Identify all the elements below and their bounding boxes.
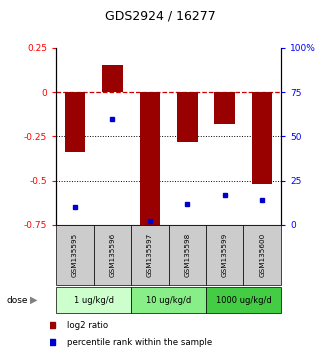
Text: GSM135597: GSM135597 bbox=[147, 233, 153, 277]
Bar bbox=[131, 287, 206, 313]
Bar bbox=[206, 287, 281, 313]
Bar bbox=[56, 225, 94, 285]
Text: GSM135599: GSM135599 bbox=[222, 233, 228, 277]
Bar bbox=[243, 225, 281, 285]
Bar bbox=[94, 225, 131, 285]
Text: GSM135596: GSM135596 bbox=[109, 233, 115, 277]
Text: percentile rank within the sample: percentile rank within the sample bbox=[67, 338, 212, 347]
Text: GSM135595: GSM135595 bbox=[72, 233, 78, 277]
Bar bbox=[131, 225, 169, 285]
Bar bbox=[169, 225, 206, 285]
Bar bbox=[102, 65, 123, 92]
Text: GSM135600: GSM135600 bbox=[259, 233, 265, 277]
Bar bbox=[56, 287, 131, 313]
Text: 10 ug/kg/d: 10 ug/kg/d bbox=[146, 296, 191, 304]
Bar bbox=[252, 92, 273, 184]
Text: 1000 ug/kg/d: 1000 ug/kg/d bbox=[215, 296, 271, 304]
Bar bbox=[140, 92, 160, 227]
Bar bbox=[177, 92, 197, 142]
Bar bbox=[214, 92, 235, 124]
Text: ▶: ▶ bbox=[30, 295, 38, 305]
Text: dose: dose bbox=[6, 296, 28, 304]
Text: GSM135598: GSM135598 bbox=[184, 233, 190, 277]
Text: log2 ratio: log2 ratio bbox=[67, 321, 108, 330]
Text: 1 ug/kg/d: 1 ug/kg/d bbox=[74, 296, 114, 304]
Bar bbox=[65, 92, 85, 152]
Text: GDS2924 / 16277: GDS2924 / 16277 bbox=[105, 10, 216, 23]
Bar bbox=[206, 225, 243, 285]
